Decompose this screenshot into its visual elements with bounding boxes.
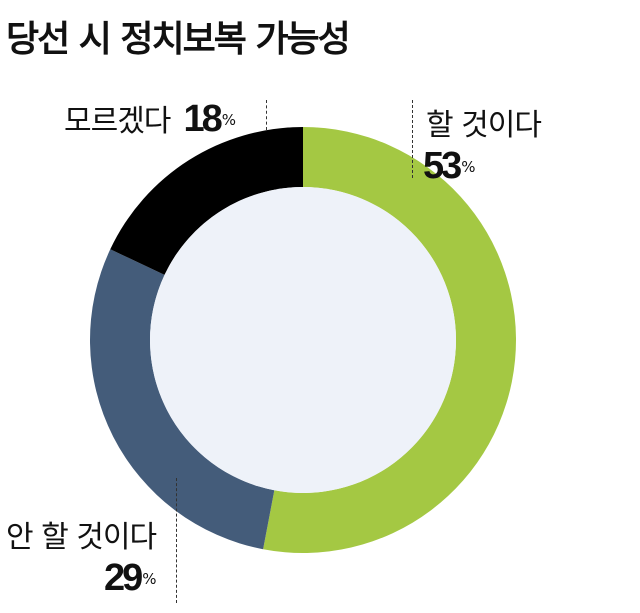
value-will-not: 29%	[104, 557, 157, 600]
donut-center	[150, 187, 456, 493]
value-dont-know-number: 18	[183, 98, 223, 140]
label-dont-know-group: 모르겠다 18%	[64, 96, 236, 141]
leader-line-will-not	[176, 478, 177, 603]
slice-will	[263, 127, 517, 553]
value-dont-know-unit: %	[221, 110, 237, 129]
label-will-not: 안 할 것이다	[6, 520, 157, 555]
value-will: 53%	[423, 145, 476, 188]
leader-line-dont-know	[266, 100, 267, 130]
label-dont-know: 모르겠다	[64, 104, 171, 139]
slice-dont-know	[110, 127, 303, 275]
value-will-unit: %	[461, 157, 476, 176]
value-will-not-unit: %	[142, 569, 157, 588]
label-will: 할 것이다	[426, 108, 542, 143]
value-will-not-number: 29	[104, 557, 143, 599]
slice-will-not	[90, 249, 275, 550]
leader-line-will	[412, 100, 413, 178]
value-will-number: 53	[423, 145, 462, 187]
chart-title: 당선 시 정치보복 가능성	[6, 19, 351, 60]
